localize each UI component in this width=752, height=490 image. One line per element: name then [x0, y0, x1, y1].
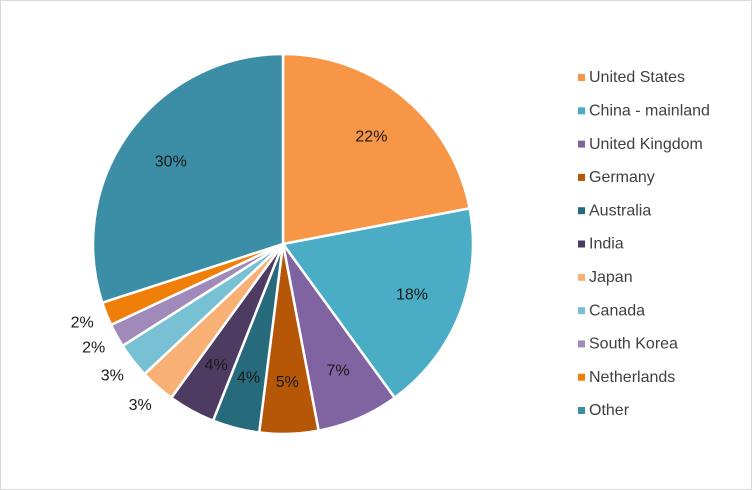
- pie-slice-china-mainland: [280, 206, 475, 400]
- data-label-south-korea: 2%: [82, 339, 105, 356]
- legend-swatch-united-kingdom: [578, 140, 585, 148]
- pie-slice-united-states: [281, 52, 472, 246]
- legend-swatch-china-mainland: [578, 107, 585, 115]
- data-label-other: 30%: [155, 154, 187, 171]
- legend-swatch-japan: [578, 273, 585, 281]
- legend: United States China - mainland United King…: [578, 69, 710, 419]
- legend-swatch-australia: [578, 207, 585, 215]
- legend-swatch-south-korea: [578, 340, 585, 348]
- data-label-canada: 3%: [101, 368, 124, 385]
- data-label-australia: 4%: [237, 370, 260, 387]
- legend-label-japan: Japan: [589, 269, 633, 286]
- legend-swatch-india: [578, 240, 585, 248]
- data-label-japan: 3%: [129, 397, 152, 414]
- legend-label-united-kingdom: United Kingdom: [589, 136, 703, 153]
- pie-slice-other: [91, 52, 285, 305]
- data-label-india: 4%: [205, 357, 228, 374]
- data-label-united-states: 22%: [355, 128, 387, 145]
- legend-swatch-canada: [578, 307, 585, 315]
- legend-swatch-other: [578, 407, 585, 414]
- pie-slices: [91, 52, 475, 436]
- data-label-netherlands: 2%: [71, 315, 94, 332]
- legend-label-china-mainland: China - mainland: [589, 103, 710, 120]
- legend-label-south-korea: South Korea: [589, 336, 678, 353]
- legend-label-australia: Australia: [589, 202, 651, 219]
- data-label-china-mainland: 18%: [396, 286, 428, 303]
- legend-swatch-germany: [578, 173, 585, 181]
- pie-data-labels: 22% 18% 7% 5% 4% 4% 3% 3% 2% 2% 30%: [71, 128, 428, 414]
- data-label-germany: 5%: [276, 374, 299, 391]
- legend-swatch-united-states: [578, 74, 585, 81]
- legend-label-united-states: United States: [589, 69, 685, 86]
- legend-label-germany: Germany: [589, 169, 655, 186]
- legend-label-canada: Canada: [589, 302, 645, 319]
- legend-swatch-netherlands: [578, 373, 585, 381]
- legend-label-other: Other: [589, 402, 630, 419]
- legend-label-india: India: [589, 236, 624, 253]
- data-label-united-kingdom: 7%: [327, 363, 350, 380]
- legend-label-netherlands: Netherlands: [589, 369, 675, 386]
